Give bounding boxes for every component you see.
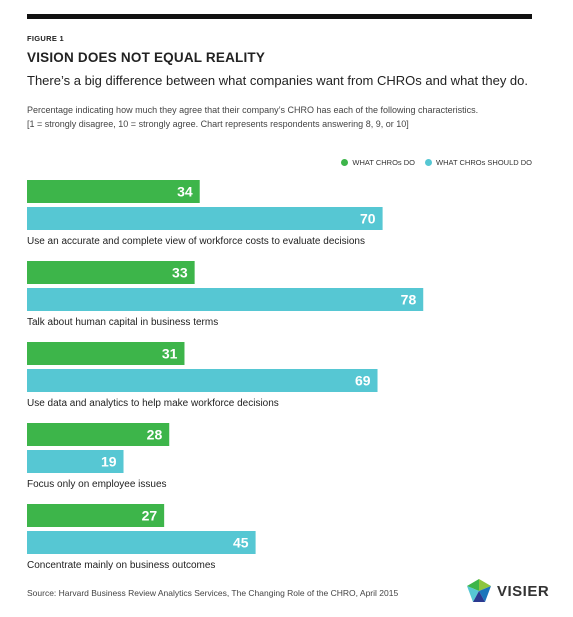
- category-label-2: Use data and analytics to help make work…: [27, 398, 279, 409]
- bar-do-3: [27, 423, 170, 446]
- bar-value-label-should-do-2: 69: [355, 373, 371, 389]
- bar-do-4: [27, 504, 165, 527]
- legend-item-do: WHAT CHROs DO: [341, 158, 415, 167]
- bar-should-do-2: [27, 369, 378, 392]
- bar-should-do-1: [27, 288, 424, 311]
- chart-title: VISION DOES NOT EQUAL REALITY: [27, 50, 266, 65]
- category-label-4: Concentrate mainly on business outcomes: [27, 560, 215, 571]
- bar-should-do-3: [27, 450, 124, 473]
- bar-value-label-should-do-3: 19: [101, 454, 117, 470]
- bar-value-label-should-do-0: 70: [360, 211, 376, 227]
- bar-do-0: [27, 180, 200, 203]
- chart-subtitle: There’s a big difference between what co…: [27, 73, 529, 88]
- top-rule: [27, 14, 532, 19]
- legend-label-do: WHAT CHROs DO: [352, 158, 416, 167]
- figure-label: FIGURE 1: [27, 34, 64, 43]
- legend-label-should-do: WHAT CHROs SHOULD DO: [436, 158, 532, 167]
- bar-should-do-0: [27, 207, 383, 230]
- bar-should-do-4: [27, 531, 256, 554]
- description-line-1: Percentage indicating how much they agre…: [27, 105, 479, 115]
- legend-swatch-should-do: [425, 159, 433, 166]
- bar-value-label-do-1: 33: [172, 265, 188, 281]
- bar-value-label-should-do-4: 45: [233, 535, 249, 551]
- legend: WHAT CHROs DO WHAT CHROs SHOULD DO: [331, 158, 532, 167]
- category-label-1: Talk about human capital in business ter…: [27, 317, 218, 328]
- bar-value-label-do-0: 34: [177, 184, 193, 200]
- bar-value-label-should-do-1: 78: [401, 292, 417, 308]
- description-line-2: [1 = strongly disagree, 10 = strongly ag…: [27, 119, 409, 129]
- category-label-0: Use an accurate and complete view of wor…: [27, 236, 365, 247]
- bar-value-label-do-3: 28: [147, 427, 163, 443]
- legend-item-should-do: WHAT CHROs SHOULD DO: [425, 158, 532, 167]
- visier-logo-icon: [467, 579, 491, 602]
- source-note: Source: Harvard Business Review Analytic…: [27, 588, 399, 598]
- bar-value-label-do-2: 31: [162, 346, 178, 362]
- bar-do-1: [27, 261, 195, 284]
- chart-description: Percentage indicating how much they agre…: [27, 103, 478, 131]
- visier-logo: VISIER: [466, 578, 549, 604]
- bar-value-label-do-4: 27: [142, 508, 158, 524]
- bar-do-2: [27, 342, 185, 365]
- visier-logo-text: VISIER: [497, 582, 550, 600]
- category-label-3: Focus only on employee issues: [27, 479, 167, 490]
- legend-swatch-do: [341, 159, 349, 166]
